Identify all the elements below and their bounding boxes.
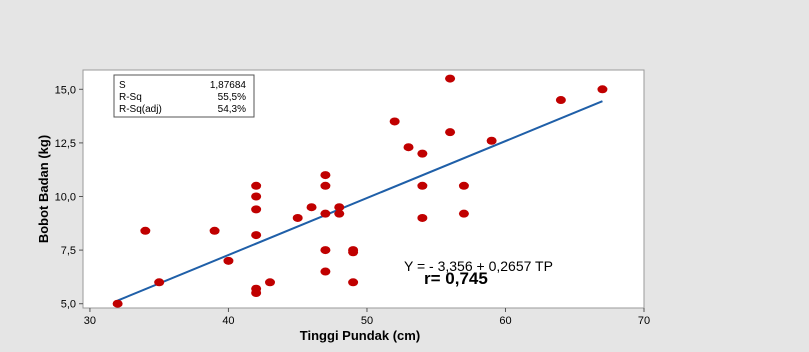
- stats-label-s: S: [119, 80, 126, 91]
- data-point: [251, 288, 262, 297]
- data-point: [320, 181, 331, 190]
- data-point: [209, 226, 220, 235]
- data-point: [417, 149, 428, 158]
- y-tick-label: 15,0: [55, 84, 76, 96]
- data-point: [112, 299, 123, 308]
- regression-line: [117, 100, 603, 302]
- data-point: [251, 205, 262, 214]
- x-tick-label: 30: [84, 315, 96, 327]
- y-tick-label: 5,0: [61, 299, 76, 311]
- data-point: [223, 256, 234, 265]
- data-points: [112, 74, 608, 308]
- data-point: [458, 209, 469, 218]
- data-point: [251, 181, 262, 190]
- y-axis-label: Bobot Badan (kg): [36, 135, 51, 243]
- y-tick-label: 12,5: [55, 138, 76, 150]
- data-point: [306, 203, 317, 212]
- data-point: [334, 203, 345, 212]
- x-tick-label: 60: [499, 315, 511, 327]
- y-tick-label: 7,5: [61, 245, 76, 257]
- data-point: [445, 128, 456, 137]
- data-point: [320, 267, 331, 276]
- data-point: [320, 246, 331, 255]
- stats-label-rsq: R-Sq: [119, 92, 142, 103]
- x-axis-label: Tinggi Pundak (cm): [300, 328, 420, 343]
- data-point: [417, 181, 428, 190]
- data-point: [334, 209, 345, 218]
- y-axis: 5,0 7,5 10,0 12,5 15,0: [55, 84, 83, 311]
- stats-value-s: 1,87684: [210, 80, 247, 91]
- correlation-label: r= 0,745: [424, 269, 488, 288]
- x-axis: 30 40 50 60 70: [84, 308, 650, 327]
- data-point: [140, 226, 151, 235]
- data-point: [154, 278, 165, 287]
- x-tick-label: 70: [638, 315, 650, 327]
- data-point: [292, 213, 303, 222]
- data-point: [320, 171, 331, 180]
- data-point: [458, 181, 469, 190]
- data-point: [417, 213, 428, 222]
- data-point: [389, 117, 400, 126]
- data-point: [320, 209, 331, 218]
- x-tick-label: 40: [222, 315, 234, 327]
- stats-box: S 1,87684 R-Sq 55,5% R-Sq(adj) 54,3%: [113, 74, 255, 118]
- data-point: [403, 143, 414, 152]
- data-point: [555, 96, 566, 105]
- stats-value-rsq: 55,5%: [218, 92, 246, 103]
- y-tick-label: 10,0: [55, 192, 76, 204]
- data-point: [348, 278, 359, 287]
- stats-box-frame: [113, 74, 255, 118]
- data-point: [486, 136, 497, 145]
- x-tick-label: 50: [361, 315, 373, 327]
- stats-label-rsq-adj: R-Sq(adj): [119, 104, 162, 115]
- data-point: [251, 231, 262, 240]
- data-point: [348, 248, 359, 257]
- stats-value-rsq-adj: 54,3%: [218, 104, 246, 115]
- data-point: [445, 74, 456, 83]
- data-point: [597, 85, 608, 94]
- regression-equation: Y = - 3,356 + 0,2657 TP: [404, 258, 553, 274]
- data-point: [251, 192, 262, 201]
- data-point: [265, 278, 275, 287]
